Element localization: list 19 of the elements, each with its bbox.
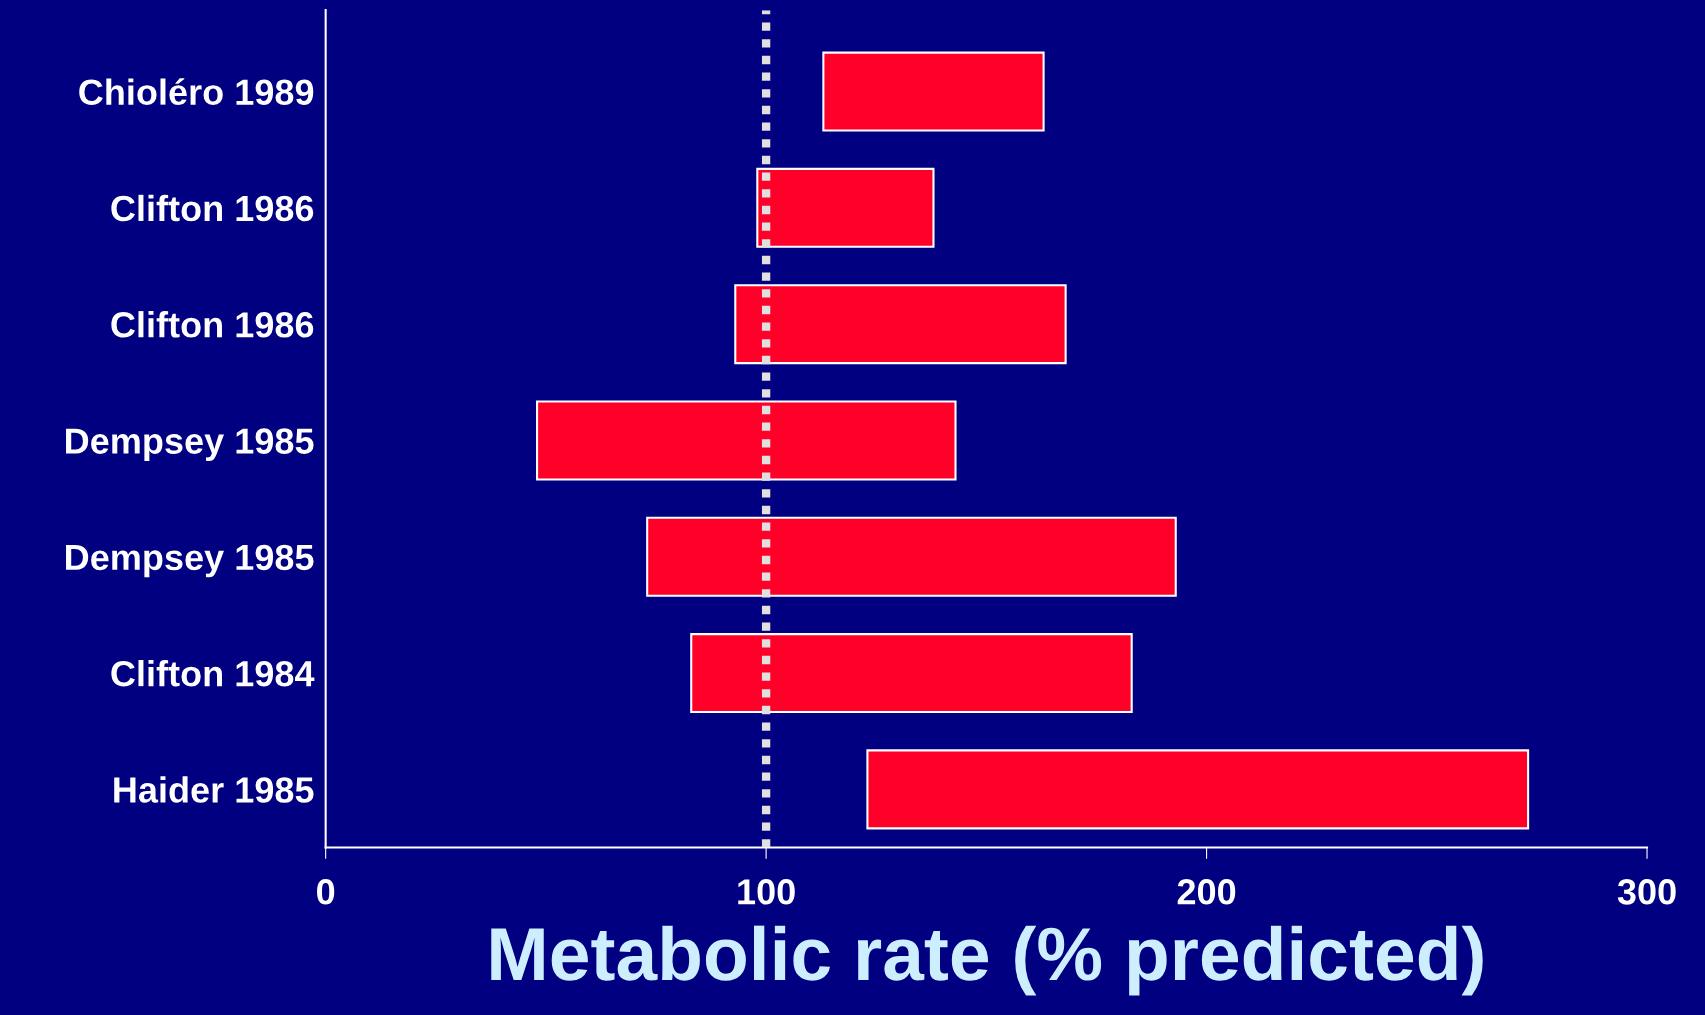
y-tick-label: Clifton 1986 — [111, 194, 314, 222]
bar — [646, 516, 1177, 597]
bar — [822, 51, 1045, 132]
x-tick-label: 200 — [1177, 879, 1236, 905]
x-tick-label: 0 — [317, 879, 335, 905]
bar — [536, 400, 957, 481]
x-tick-label: 300 — [1617, 879, 1676, 905]
y-tick-label: Dempsey 1985 — [66, 428, 314, 462]
x-axis-title: Metabolic rate (% predicted) — [491, 925, 1483, 996]
bar — [734, 284, 1067, 365]
bar — [866, 749, 1530, 830]
bar — [756, 167, 935, 248]
y-tick-label: Clifton 1986 — [111, 311, 314, 338]
y-tick-label: Dempsey 1985 — [66, 544, 314, 578]
y-tick-label: Haider 1985 — [114, 776, 314, 803]
y-tick-label: Clifton 1984 — [111, 659, 315, 687]
y-tick-label: Chioléro 1989 — [79, 78, 314, 105]
bar — [690, 633, 1133, 714]
x-tick-label: 100 — [738, 879, 795, 905]
